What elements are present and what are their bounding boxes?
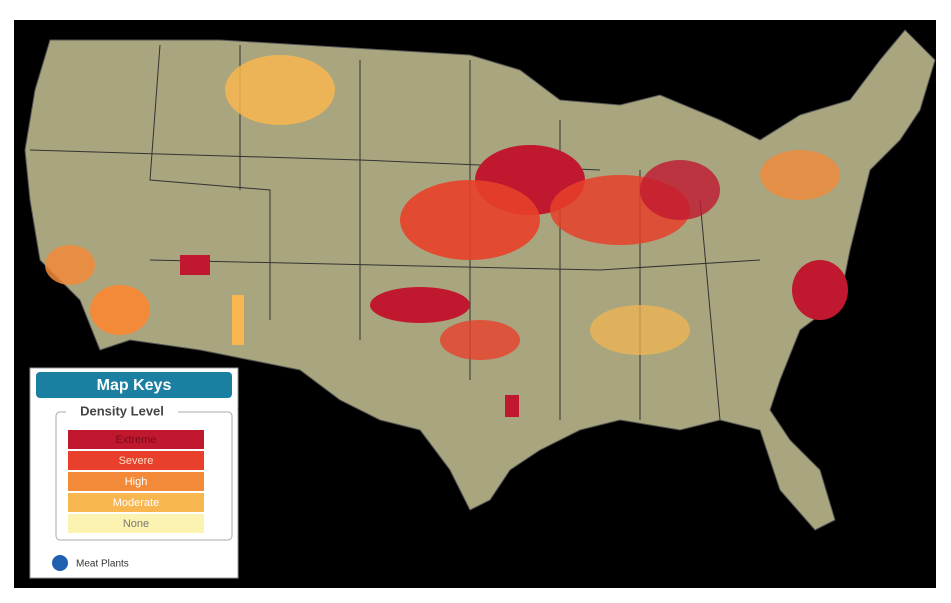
legend-level-label: Moderate: [113, 497, 159, 509]
legend-title: Map Keys: [97, 377, 172, 394]
legend: Map Keys Density Level Extreme Severe High…: [29, 367, 239, 579]
legend-level-label: None: [123, 518, 149, 530]
density-regions: [45, 55, 848, 417]
legend-swatch: [68, 472, 204, 491]
legend-swatch: [68, 493, 204, 512]
legend-title-bar: [36, 372, 232, 398]
legend-group-gap: [66, 404, 178, 420]
legend-level-label: Extreme: [116, 434, 157, 446]
meat-plant-label: Meat Plants: [76, 559, 129, 570]
us-land: [24, 29, 936, 531]
legend-level-label: High: [125, 476, 148, 488]
legend-levels: Extreme Severe High Moderate None: [68, 430, 204, 533]
legend-swatch: [68, 451, 204, 470]
legend-level-label: Severe: [119, 455, 154, 467]
legend-swatch: [68, 514, 204, 533]
meat-plant-marker: [52, 555, 68, 571]
legend-swatch: [68, 430, 204, 449]
legend-group-title: Density Level: [80, 403, 164, 418]
